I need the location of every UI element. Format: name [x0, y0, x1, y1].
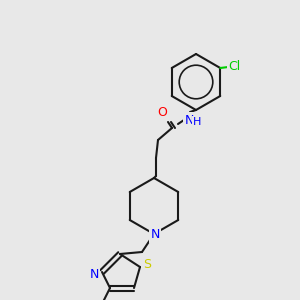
- Text: N: N: [184, 113, 194, 127]
- Text: O: O: [157, 106, 167, 118]
- Text: Cl: Cl: [228, 59, 240, 73]
- Text: N: N: [89, 268, 99, 281]
- Text: H: H: [193, 117, 201, 127]
- Text: S: S: [143, 257, 151, 271]
- Text: N: N: [150, 229, 160, 242]
